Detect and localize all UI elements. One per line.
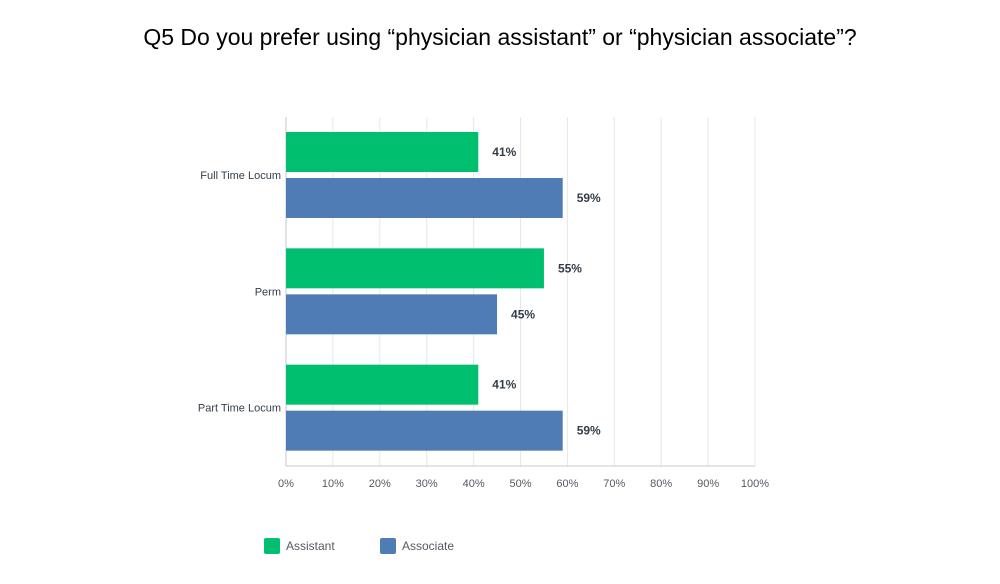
bar-assistant-part-time-locum (286, 364, 479, 405)
data-label: 41% (492, 145, 516, 159)
x-tick-label: 100% (741, 478, 769, 490)
bar-associate-part-time-locum (286, 410, 563, 451)
chart-title: Q5 Do you prefer using “physician assist… (143, 24, 857, 50)
x-tick-label: 60% (556, 478, 578, 490)
x-tick-label: 0% (278, 478, 294, 490)
data-label: 55% (558, 261, 582, 275)
x-tick-label: 30% (416, 478, 438, 490)
data-label: 59% (577, 424, 601, 438)
legend-item-assistant: Assistant (264, 538, 335, 554)
x-tick-label: 10% (322, 478, 344, 490)
data-label: 59% (577, 191, 601, 205)
bar-associate-full-time-locum (286, 178, 563, 218)
category-label: Perm (255, 286, 281, 298)
legend-item-associate: Associate (380, 538, 454, 554)
bar-assistant-perm (286, 248, 544, 289)
legend-label-assistant: Assistant (286, 539, 335, 553)
legend-label-associate: Associate (402, 539, 455, 553)
bar-associate-perm (286, 294, 498, 335)
x-tick-label: 70% (603, 478, 625, 490)
x-tick-label: 50% (509, 478, 531, 490)
x-tick-label: 40% (463, 478, 485, 490)
legend-swatch-associate (380, 538, 396, 554)
bar-assistant-full-time-locum (286, 132, 479, 172)
x-tick-label: 80% (650, 478, 672, 490)
data-label: 45% (511, 307, 535, 321)
category-label: Part Time Locum (198, 403, 281, 415)
legend-swatch-assistant (264, 538, 280, 554)
x-tick-label: 90% (697, 478, 719, 490)
data-label: 41% (492, 378, 516, 392)
x-tick-label: 20% (369, 478, 391, 490)
category-label: Full Time Locum (200, 170, 281, 182)
